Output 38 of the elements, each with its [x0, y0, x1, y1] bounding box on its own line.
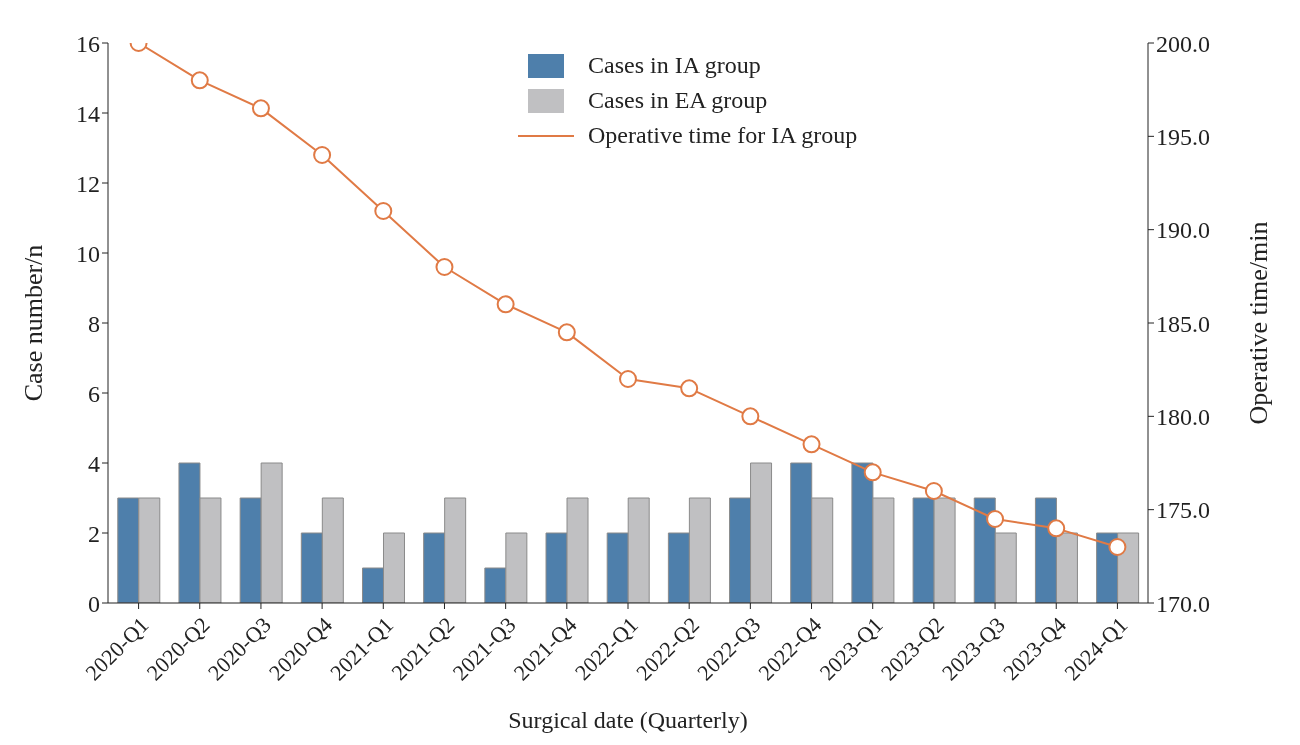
point — [924, 482, 943, 500]
point — [435, 258, 454, 276]
point — [1108, 538, 1127, 556]
y2-tick-label: 170.0 — [1156, 590, 1210, 617]
point — [374, 202, 393, 220]
point — [190, 71, 209, 90]
y-tick-label: 8 — [88, 310, 100, 337]
y2-tick-label: 175.0 — [1156, 497, 1210, 524]
y-axis-title: Case number/n — [19, 244, 49, 402]
y-tick-label: 10 — [76, 240, 100, 267]
point — [557, 323, 576, 342]
point — [1047, 519, 1066, 538]
x-axis-title: Surgical date (Quarterly) — [508, 707, 748, 733]
point — [680, 379, 699, 398]
point — [619, 370, 637, 388]
point — [802, 435, 821, 454]
y-tick-label: 4 — [88, 450, 100, 477]
y2-tick-label: 195.0 — [1156, 123, 1210, 150]
y-tick-label: 14 — [76, 100, 100, 127]
point — [496, 295, 515, 314]
y-tick-label: 2 — [88, 520, 100, 547]
y2-tick-label: 200.0 — [1156, 30, 1210, 57]
point — [986, 510, 1005, 528]
y-tick-label: 6 — [88, 380, 100, 407]
y2-tick-label: 180.0 — [1156, 403, 1210, 430]
point — [741, 407, 760, 426]
legend-label: Cases in IA group — [588, 51, 761, 80]
y-tick-label: 16 — [76, 30, 100, 57]
point — [863, 463, 882, 482]
point — [313, 146, 332, 164]
y-tick-label: 0 — [88, 590, 100, 617]
legend-label: Operative time for IA group — [588, 121, 858, 150]
legend-label: Cases in EA group — [588, 86, 768, 115]
y2-tick-label: 190.0 — [1156, 217, 1210, 244]
y2-axis-title: Operative time/min — [1244, 221, 1274, 425]
point — [251, 99, 270, 118]
y2-tick-label: 185.0 — [1156, 310, 1210, 337]
y-tick-label: 12 — [76, 170, 100, 197]
